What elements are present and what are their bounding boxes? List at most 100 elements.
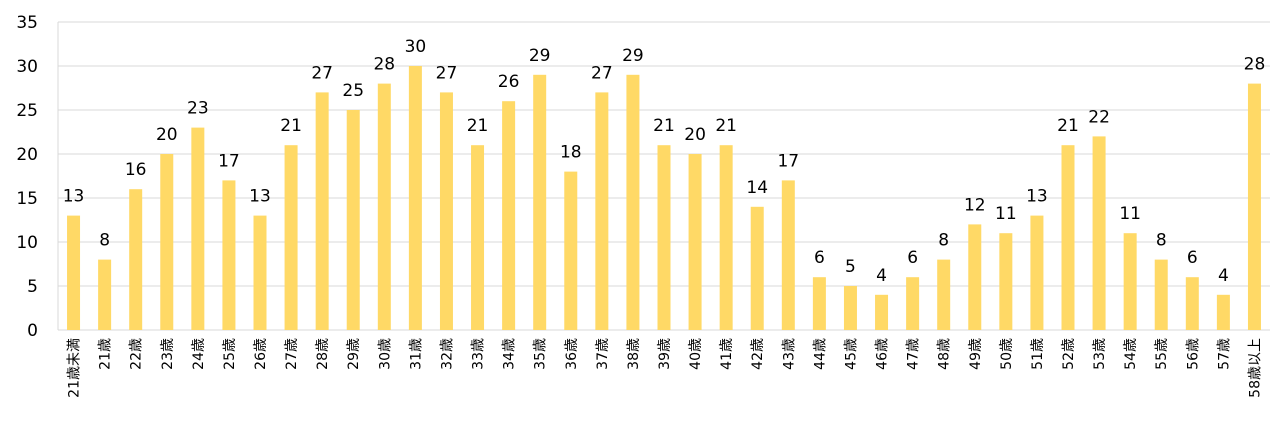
data-label: 5 bbox=[845, 257, 856, 277]
data-label: 22 bbox=[1088, 107, 1110, 127]
data-label: 21 bbox=[1057, 116, 1079, 136]
bar bbox=[284, 145, 298, 330]
bar bbox=[1247, 83, 1261, 330]
bar bbox=[253, 215, 267, 330]
bar bbox=[346, 110, 360, 330]
data-label: 30 bbox=[405, 37, 427, 57]
bar bbox=[160, 154, 174, 330]
y-tick-label: 25 bbox=[16, 101, 38, 121]
x-tick-label: 31歳 bbox=[408, 338, 424, 370]
y-tick-label: 20 bbox=[16, 145, 38, 165]
data-label: 25 bbox=[342, 81, 364, 101]
x-tick-label: 58歳以上 bbox=[1247, 338, 1263, 398]
data-label: 8 bbox=[938, 231, 949, 251]
data-label: 17 bbox=[777, 151, 799, 171]
bar bbox=[1123, 233, 1137, 330]
x-tick-label: 25歳 bbox=[222, 338, 238, 370]
x-tick-label: 23歳 bbox=[160, 338, 176, 370]
bar bbox=[439, 92, 453, 331]
x-tick-label: 36歳 bbox=[564, 338, 580, 370]
x-tick-label: 33歳 bbox=[471, 338, 487, 370]
x-tick-label: 57歳 bbox=[1216, 338, 1232, 370]
bar bbox=[937, 259, 951, 330]
bar bbox=[222, 180, 236, 330]
x-tick-label: 40歳 bbox=[688, 338, 704, 370]
x-tick-label: 50歳 bbox=[999, 338, 1015, 370]
data-label: 13 bbox=[249, 187, 271, 207]
bar bbox=[1030, 215, 1044, 330]
data-label: 21 bbox=[280, 116, 302, 136]
bar bbox=[377, 83, 391, 330]
data-label: 6 bbox=[814, 248, 825, 268]
data-label: 12 bbox=[964, 195, 986, 215]
data-label: 20 bbox=[684, 125, 706, 145]
data-label: 11 bbox=[1119, 204, 1141, 224]
x-tick-label: 44歳 bbox=[812, 338, 828, 370]
bar bbox=[502, 101, 516, 330]
data-label: 14 bbox=[746, 178, 768, 198]
data-label: 27 bbox=[591, 63, 613, 83]
x-tick-label: 49歳 bbox=[968, 338, 984, 370]
x-tick-label: 37歳 bbox=[595, 338, 611, 370]
y-tick-label: 5 bbox=[27, 277, 38, 297]
data-label: 16 bbox=[125, 160, 147, 180]
x-tick-label: 42歳 bbox=[750, 338, 766, 370]
x-tick-label: 29歳 bbox=[346, 338, 362, 370]
x-tick-label: 38歳 bbox=[626, 338, 642, 370]
bar bbox=[564, 171, 578, 330]
bar bbox=[906, 277, 920, 330]
data-label: 11 bbox=[995, 204, 1017, 224]
bar bbox=[875, 294, 889, 330]
data-label: 4 bbox=[1218, 266, 1229, 286]
bar bbox=[315, 92, 329, 331]
bar bbox=[657, 145, 671, 330]
bar bbox=[781, 180, 795, 330]
x-tick-label: 32歳 bbox=[439, 338, 455, 370]
x-tick-label: 52歳 bbox=[1061, 338, 1077, 370]
data-label: 29 bbox=[529, 46, 551, 66]
bar bbox=[812, 277, 826, 330]
data-label: 13 bbox=[1026, 187, 1048, 207]
data-label: 20 bbox=[156, 125, 178, 145]
y-tick-label: 0 bbox=[27, 321, 38, 341]
x-tick-label: 35歳 bbox=[533, 338, 549, 370]
y-tick-label: 10 bbox=[16, 233, 38, 253]
x-tick-label: 24歳 bbox=[191, 338, 207, 370]
data-label: 8 bbox=[1156, 231, 1167, 251]
data-label: 26 bbox=[498, 72, 520, 92]
bar bbox=[750, 206, 764, 330]
x-tick-label: 55歳 bbox=[1154, 338, 1170, 370]
bar bbox=[968, 224, 982, 330]
bar bbox=[191, 127, 205, 330]
x-tick-label: 27歳 bbox=[284, 338, 300, 370]
x-tick-label: 41歳 bbox=[719, 338, 735, 370]
x-tick-label: 21歳 bbox=[98, 338, 114, 370]
data-label: 17 bbox=[218, 151, 240, 171]
data-label: 21 bbox=[467, 116, 489, 136]
bar bbox=[626, 74, 640, 330]
x-tick-label: 56歳 bbox=[1185, 338, 1201, 370]
x-tick-label: 45歳 bbox=[843, 338, 859, 370]
x-tick-label: 53歳 bbox=[1092, 338, 1108, 370]
bar bbox=[595, 92, 609, 331]
bar bbox=[719, 145, 733, 330]
data-label: 27 bbox=[436, 63, 458, 83]
data-label: 4 bbox=[876, 266, 887, 286]
x-tick-label: 28歳 bbox=[315, 338, 331, 370]
bar bbox=[1092, 136, 1106, 330]
bar bbox=[688, 154, 702, 330]
data-label: 27 bbox=[311, 63, 333, 83]
data-label: 23 bbox=[187, 99, 209, 119]
bar bbox=[843, 286, 857, 330]
x-tick-label: 22歳 bbox=[129, 338, 145, 370]
bar bbox=[129, 189, 143, 330]
data-label: 18 bbox=[560, 143, 582, 163]
data-label: 6 bbox=[907, 248, 918, 268]
data-label: 28 bbox=[373, 55, 395, 75]
data-label: 28 bbox=[1244, 55, 1266, 75]
x-tick-label: 30歳 bbox=[377, 338, 393, 370]
x-tick-label: 54歳 bbox=[1123, 338, 1139, 370]
bar bbox=[471, 145, 485, 330]
x-tick-label: 43歳 bbox=[781, 338, 797, 370]
